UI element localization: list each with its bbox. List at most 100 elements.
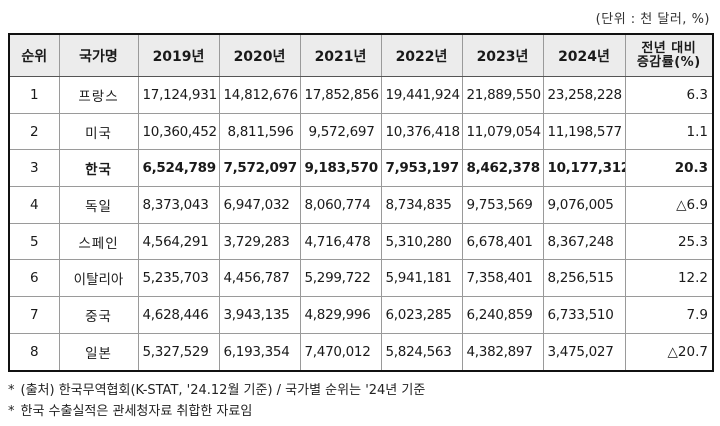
change-rate: 6.3 xyxy=(624,76,714,114)
value-2021: 4,829,996 xyxy=(299,296,382,334)
value-2020: 6,947,032 xyxy=(218,186,301,224)
value-2020: 3,943,135 xyxy=(218,296,301,334)
value-2022: 5,824,563 xyxy=(380,332,463,372)
table-row-korea: 3 한국 6,524,789 7,572,097 9,183,570 7,953… xyxy=(8,149,714,188)
value-2021: 17,852,856 xyxy=(299,76,382,114)
value-2022: 10,376,418 xyxy=(380,112,463,151)
table-row: 5 스페인 4,564,291 3,729,283 4,716,478 5,31… xyxy=(8,222,714,261)
rank-cell: 1 xyxy=(8,76,60,114)
value-2021: 5,299,722 xyxy=(299,259,382,298)
footnote-text: 한국 수출실적은 관세청자료 취합한 자료임 xyxy=(20,404,253,419)
value-2023: 6,678,401 xyxy=(461,222,544,261)
value-2019: 6,524,789 xyxy=(137,149,220,188)
value-2019: 5,235,703 xyxy=(137,259,220,298)
value-2022: 5,941,181 xyxy=(380,259,463,298)
value-2019: 5,327,529 xyxy=(137,332,220,372)
rank-cell: 3 xyxy=(8,149,60,188)
value-2020: 6,193,354 xyxy=(218,332,301,372)
header-row: 순위 국가명 2019년 2020년 2021년 2022년 2023년 202… xyxy=(8,33,714,77)
country-cell: 이탈리아 xyxy=(58,259,139,298)
value-2023: 7,358,401 xyxy=(461,259,544,298)
header-country: 국가명 xyxy=(58,33,139,77)
rank-cell: 8 xyxy=(8,332,60,372)
rank-cell: 7 xyxy=(8,296,60,334)
value-2021: 8,060,774 xyxy=(299,186,382,224)
header-rank: 순위 xyxy=(8,33,60,77)
footnote-source: * (출처) 한국무역협회(K-STAT, '24.12월 기준) / 국가별 순… xyxy=(8,380,425,401)
value-2021: 9,572,697 xyxy=(299,112,382,151)
unit-label: (단위 : 천 달러, %) xyxy=(595,12,710,27)
value-2021: 4,716,478 xyxy=(299,222,382,261)
rank-cell: 6 xyxy=(8,259,60,298)
header-2020: 2020년 xyxy=(218,33,301,77)
value-2019: 4,628,446 xyxy=(137,296,220,334)
value-2023: 4,382,897 xyxy=(461,332,544,372)
value-2021: 7,470,012 xyxy=(299,332,382,372)
value-2022: 8,734,835 xyxy=(380,186,463,224)
country-cell: 한국 xyxy=(58,149,139,188)
value-2019: 8,373,043 xyxy=(137,186,220,224)
export-ranking-table: 순위 국가명 2019년 2020년 2021년 2022년 2023년 202… xyxy=(8,33,714,372)
asterisk-bullet-icon: * xyxy=(8,383,15,398)
table-row: 8 일본 5,327,529 6,193,354 7,470,012 5,824… xyxy=(8,332,714,372)
value-2020: 7,572,097 xyxy=(218,149,301,188)
header-2023: 2023년 xyxy=(461,33,544,77)
country-cell: 스페인 xyxy=(58,222,139,261)
country-cell: 미국 xyxy=(58,112,139,151)
value-2019: 17,124,931 xyxy=(137,76,220,114)
change-rate: 1.1 xyxy=(624,112,714,151)
change-rate: △20.7 xyxy=(624,332,714,372)
value-2021: 9,183,570 xyxy=(299,149,382,188)
table-row: 4 독일 8,373,043 6,947,032 8,060,774 8,734… xyxy=(8,186,714,224)
value-2022: 19,441,924 xyxy=(380,76,463,114)
header-2022: 2022년 xyxy=(380,33,463,77)
value-2024: 6,733,510 xyxy=(542,296,626,334)
value-2022: 6,023,285 xyxy=(380,296,463,334)
country-cell: 일본 xyxy=(58,332,139,372)
footnote-korea: * 한국 수출실적은 관세청자료 취합한 자료임 xyxy=(8,401,425,422)
value-2019: 4,564,291 xyxy=(137,222,220,261)
header-change-line2: 증감률(%) xyxy=(636,54,701,70)
value-2023: 8,462,378 xyxy=(461,149,544,188)
value-2024: 11,198,577 xyxy=(542,112,626,151)
table-row: 6 이탈리아 5,235,703 4,456,787 5,299,722 5,9… xyxy=(8,259,714,298)
change-rate: △6.9 xyxy=(624,186,714,224)
footnotes: * (출처) 한국무역협회(K-STAT, '24.12월 기준) / 국가별 순… xyxy=(8,380,425,422)
value-2023: 9,753,569 xyxy=(461,186,544,224)
change-rate: 20.3 xyxy=(624,149,714,188)
value-2024: 9,076,005 xyxy=(542,186,626,224)
footnote-text: (출처) 한국무역협회(K-STAT, '24.12월 기준) / 국가별 순위… xyxy=(20,383,426,398)
value-2020: 3,729,283 xyxy=(218,222,301,261)
value-2024: 10,177,312 xyxy=(542,149,626,188)
header-2021: 2021년 xyxy=(299,33,382,77)
table-row: 1 프랑스 17,124,931 14,812,676 17,852,856 1… xyxy=(8,76,714,114)
header-change-line1: 전년 대비 xyxy=(641,40,697,56)
value-2023: 6,240,859 xyxy=(461,296,544,334)
header-2024: 2024년 xyxy=(542,33,626,77)
country-cell: 중국 xyxy=(58,296,139,334)
value-2024: 23,258,228 xyxy=(542,76,626,114)
rank-cell: 2 xyxy=(8,112,60,151)
value-2022: 7,953,197 xyxy=(380,149,463,188)
value-2023: 11,079,054 xyxy=(461,112,544,151)
table-row: 2 미국 10,360,452 8,811,596 9,572,697 10,3… xyxy=(8,112,714,151)
value-2020: 14,812,676 xyxy=(218,76,301,114)
header-change-rate: 전년 대비 증감률(%) xyxy=(624,33,714,77)
value-2024: 3,475,027 xyxy=(542,332,626,372)
change-rate: 7.9 xyxy=(624,296,714,334)
table-row: 7 중국 4,628,446 3,943,135 4,829,996 6,023… xyxy=(8,296,714,334)
value-2024: 8,367,248 xyxy=(542,222,626,261)
value-2023: 21,889,550 xyxy=(461,76,544,114)
value-2020: 4,456,787 xyxy=(218,259,301,298)
change-rate: 12.2 xyxy=(624,259,714,298)
rank-cell: 4 xyxy=(8,186,60,224)
value-2022: 5,310,280 xyxy=(380,222,463,261)
rank-cell: 5 xyxy=(8,222,60,261)
header-2019: 2019년 xyxy=(137,33,220,77)
value-2020: 8,811,596 xyxy=(218,112,301,151)
country-cell: 독일 xyxy=(58,186,139,224)
value-2019: 10,360,452 xyxy=(137,112,220,151)
asterisk-bullet-icon: * xyxy=(8,404,15,419)
change-rate: 25.3 xyxy=(624,222,714,261)
value-2024: 8,256,515 xyxy=(542,259,626,298)
